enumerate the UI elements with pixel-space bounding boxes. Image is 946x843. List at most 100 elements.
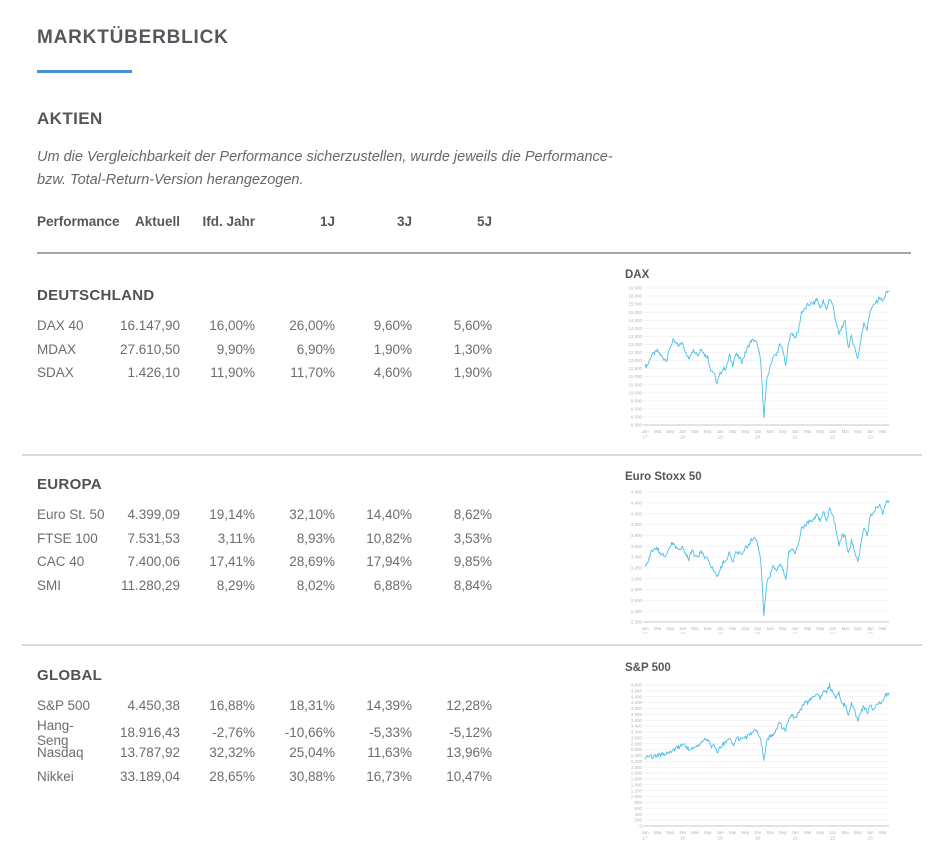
- table-row: SMI 11.280,29 8,29% 8,02% 6,88% 8,84%: [37, 574, 492, 598]
- value-cell: 6,88%: [373, 577, 412, 593]
- value-cell: 17,41%: [209, 554, 255, 570]
- y-axis-label: 3.800: [631, 533, 643, 538]
- x-axis-label: Mai: [804, 626, 811, 631]
- value-cell: -5,12%: [449, 725, 492, 740]
- y-axis-label: 15.500: [628, 302, 642, 307]
- y-axis-label: 800: [634, 800, 642, 805]
- y-axis-label: 13.500: [628, 334, 642, 339]
- y-axis-label: 15.000: [628, 310, 642, 315]
- value-cell: -10,66%: [284, 725, 335, 740]
- group-deutschland: DEUTSCHLAND DAX 40 16.147,90 16,00% 26,00% 9…: [37, 287, 492, 385]
- y-axis-label: 4.400: [631, 694, 643, 699]
- value-cell: 11,70%: [290, 365, 335, 381]
- group-title: GLOBAL: [37, 667, 103, 684]
- y-axis-label: 9.000: [631, 406, 643, 411]
- y-axis-label: 4.600: [631, 490, 643, 495]
- value-cell: 9,85%: [453, 554, 492, 570]
- x-axis-label: Jan: [716, 626, 724, 631]
- x-axis-year-label: 22: [830, 632, 836, 635]
- index-name: S&P 500: [37, 698, 91, 714]
- x-axis-year-label: 22: [830, 435, 836, 440]
- value-cell: 18,31%: [289, 698, 335, 714]
- section-title-aktien: AKTIEN: [37, 109, 103, 128]
- x-axis-label: Sep: [666, 429, 675, 434]
- y-axis-label: 200: [634, 818, 642, 823]
- table-row: Nikkei 33.189,04 28,65% 30,88% 16,73% 10,47%: [37, 765, 492, 789]
- index-name: Euro St. 50: [37, 507, 105, 523]
- section-divider: [22, 454, 922, 456]
- y-axis-label: 11.500: [629, 366, 643, 371]
- x-axis-label: Jan: [792, 830, 800, 835]
- x-axis-label: Sep: [816, 830, 825, 835]
- y-axis-label: 1.400: [631, 782, 643, 787]
- value-cell: 14,39%: [366, 698, 412, 714]
- chart-sp500: S&P 500 0 200 400 600 800 1.000 1.200 1.400 1.60…: [625, 662, 893, 841]
- col-header-performance: Performance: [37, 214, 120, 229]
- col-header-ifd-jahr: Ifd. Jahr: [202, 214, 255, 229]
- x-axis-label: Mai: [842, 626, 849, 631]
- value-cell: 8,29%: [216, 577, 255, 593]
- value-cell: 16,73%: [366, 768, 412, 784]
- y-axis-label: 3.000: [631, 735, 643, 740]
- x-axis-label: Sep: [854, 830, 863, 835]
- x-axis-label: Sep: [779, 626, 788, 631]
- x-axis-label: Sep: [854, 429, 863, 434]
- value-cell: 18.916,43: [119, 725, 180, 740]
- y-axis-label: 4.200: [631, 700, 643, 705]
- x-axis-label: Sep: [816, 626, 825, 631]
- x-axis-year-label: 21: [793, 836, 799, 841]
- x-axis-year-label: 17: [642, 836, 648, 841]
- x-axis-label: Mai: [729, 626, 736, 631]
- value-cell: 26,00%: [289, 318, 335, 334]
- x-axis-label: Jan: [641, 626, 649, 631]
- y-axis-label: 16.500: [628, 286, 642, 291]
- table-header-row: Performance Aktuell Ifd. Jahr 1J 3J 5J: [37, 214, 492, 229]
- value-cell: 5,60%: [453, 318, 492, 334]
- x-axis-label: Mai: [842, 830, 849, 835]
- x-axis-label: Sep: [704, 626, 713, 631]
- value-cell: 8,93%: [296, 530, 335, 546]
- y-axis-label: 14.000: [628, 326, 642, 331]
- value-cell: 19,14%: [209, 507, 255, 523]
- value-cell: 12,28%: [446, 698, 492, 714]
- group-rows: Euro St. 50 4.399,09 19,14% 32,10% 14,40% 8,6…: [37, 503, 492, 597]
- note-line-2: bzw. Total-Return-Version herangezogen.: [37, 172, 304, 188]
- group-rows: S&P 500 4.450,38 16,88% 18,31% 14,39% 12,28% H…: [37, 694, 492, 788]
- x-axis-year-label: 23: [868, 632, 874, 635]
- y-axis-label: 12.000: [628, 358, 642, 363]
- x-axis-label: Sep: [704, 830, 713, 835]
- chart-title-sp500: S&P 500: [625, 662, 671, 674]
- table-row: SDAX 1.426,10 11,90% 11,70% 4,60% 1,90%: [37, 361, 492, 385]
- x-axis-year-label: 21: [793, 435, 799, 440]
- x-axis-label: Mai: [879, 429, 886, 434]
- x-axis-label: Jan: [754, 830, 762, 835]
- note-line-1: Um die Vergleichbarkeit der Performance …: [37, 149, 613, 165]
- chart-dax: DAX 8.000 8.500 9.000 9.500 10.000 10.500 11.0…: [625, 269, 893, 440]
- y-axis-label: 2.400: [631, 753, 643, 758]
- x-axis-label: Mai: [804, 429, 811, 434]
- y-axis-label: 3.400: [631, 555, 643, 560]
- y-axis-label: 400: [634, 812, 642, 817]
- x-axis-label: Jan: [792, 626, 800, 631]
- x-axis-label: Mai: [691, 830, 698, 835]
- value-cell: 32,32%: [209, 745, 255, 761]
- table-row: CAC 40 7.400,06 17,41% 28,69% 17,94% 9,85%: [37, 550, 492, 574]
- value-cell: 16,00%: [209, 318, 255, 334]
- group-title: EUROPA: [37, 476, 102, 493]
- index-name: MDAX: [37, 341, 77, 357]
- table-row: Euro St. 50 4.399,09 19,14% 32,10% 14,40% 8,6…: [37, 503, 492, 527]
- value-cell: 1,90%: [373, 341, 412, 357]
- value-cell: 4.450,38: [127, 698, 180, 714]
- sp500-line-chart: 02004006008001.0001.2001.4001.6001.8002.…: [631, 683, 890, 841]
- page-title: MARKTÜBERBLICK: [37, 27, 229, 48]
- y-axis-label: 3.200: [631, 565, 643, 570]
- value-cell: 1.426,10: [127, 365, 180, 381]
- y-axis-label: 3.800: [631, 712, 643, 717]
- x-axis-label: Mai: [729, 830, 736, 835]
- x-axis-year-label: 17: [642, 632, 648, 635]
- y-axis-label: 600: [634, 806, 642, 811]
- y-axis-label: 3.600: [631, 718, 643, 723]
- y-axis-label: 14.500: [628, 318, 642, 323]
- value-cell: 25,04%: [289, 745, 335, 761]
- x-axis-year-label: 20: [755, 632, 761, 635]
